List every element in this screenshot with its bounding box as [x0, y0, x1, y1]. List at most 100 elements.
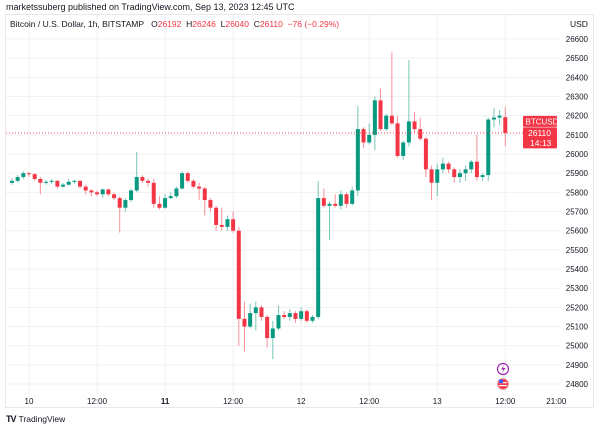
candle-body: [350, 190, 355, 204]
candle-down: [78, 180, 83, 189]
x-tick-label: 21:00: [546, 397, 567, 406]
y-tick-label: 25800: [566, 188, 589, 197]
candle-body: [95, 192, 100, 195]
y-tick-label: 26200: [566, 112, 589, 121]
candle-down: [452, 167, 457, 183]
candle-up: [129, 188, 134, 202]
candle-body: [503, 117, 508, 133]
candle-body: [151, 182, 156, 204]
candle-body: [429, 169, 434, 183]
candle-up: [435, 163, 440, 197]
candle-body: [310, 316, 315, 321]
x-tick-label: 13: [433, 397, 442, 406]
candle-body: [61, 184, 66, 187]
candle-down: [259, 305, 264, 321]
us-flag-event-icon[interactable]: [497, 378, 509, 390]
y-tick-label: 26600: [566, 35, 589, 44]
candle-up: [15, 175, 20, 183]
candle-up: [350, 186, 355, 206]
candle-body: [321, 198, 326, 206]
x-tick-label: 12: [297, 397, 306, 406]
candle-up: [174, 186, 179, 199]
symbol-title: Bitcoin / U.S. Dollar, 1h, BITSTAMP: [10, 19, 144, 29]
price-axis: 24800 24900 25000 25100 25200 25300 25400 25500…: [566, 35, 589, 389]
candle-down: [344, 192, 349, 208]
candle-up: [355, 106, 360, 197]
candle-body: [463, 169, 468, 174]
candle-down: [95, 190, 100, 197]
candle-body: [491, 117, 496, 120]
candle-down: [214, 205, 219, 231]
candle-body: [440, 163, 445, 170]
candle-body: [412, 121, 417, 130]
candle-down: [429, 165, 434, 201]
y-tick-label: 25200: [566, 303, 589, 312]
y-tick-label: 25000: [566, 342, 589, 351]
x-tick-label: 11: [161, 397, 170, 406]
high-label: H: [186, 19, 193, 29]
candle-down: [412, 111, 417, 133]
candle-body: [338, 194, 343, 206]
candle-body: [55, 180, 60, 187]
candle-down: [185, 171, 190, 183]
candle-body: [452, 169, 457, 178]
tradingview-logo[interactable]: TV TradingView: [6, 414, 65, 424]
candle-body: [117, 198, 122, 208]
candle-up: [180, 171, 185, 190]
candle-body: [134, 177, 139, 191]
candle-up: [316, 180, 321, 319]
candle-down: [157, 196, 162, 210]
candle-body: [265, 316, 270, 339]
candle-body: [49, 180, 54, 182]
currency-label: USD: [570, 19, 588, 29]
candle-body: [174, 188, 179, 197]
y-tick-label: 26000: [566, 150, 589, 159]
candle-body: [163, 198, 168, 208]
candle-up: [367, 123, 372, 145]
x-tick-label: 12:00: [359, 397, 380, 406]
candle-body: [225, 219, 230, 227]
open-label: O: [151, 19, 158, 29]
candle-down: [395, 115, 400, 158]
chart-frame: [5, 14, 594, 408]
candle-body: [208, 200, 213, 208]
candle-down: [83, 184, 88, 195]
candle-down: [32, 173, 37, 181]
candle-up: [168, 192, 173, 200]
candle-up: [248, 303, 253, 329]
price-tag: BTCUSD 26110 14:13: [523, 115, 559, 149]
candle-body: [344, 194, 349, 204]
candle-up: [134, 152, 139, 193]
candle-body: [32, 174, 37, 179]
candle-up: [469, 159, 474, 174]
candle-up: [287, 309, 292, 321]
x-tick-label: 12:00: [495, 397, 516, 406]
candle-body: [146, 180, 151, 183]
candle-body: [191, 180, 196, 187]
price-label-box: [523, 127, 557, 149]
candle-body: [395, 123, 400, 156]
open-value: 26192: [157, 19, 182, 29]
candle-up: [9, 177, 14, 185]
candle-down: [242, 301, 247, 352]
ohlc-legend: Bitcoin / U.S. Dollar, 1h, BITSTAMP O261…: [10, 19, 339, 29]
candle-body: [202, 188, 207, 201]
candle-body: [129, 190, 134, 201]
candle-body: [180, 173, 185, 189]
candle-body: [486, 119, 491, 176]
y-tick-label: 26500: [566, 54, 589, 63]
candle-down: [55, 179, 60, 189]
candle-up: [440, 157, 445, 174]
candle-body: [197, 186, 202, 189]
candle-body: [253, 307, 258, 314]
candle-body: [372, 100, 377, 135]
candle-body: [123, 200, 128, 208]
lightning-event-icon[interactable]: [496, 362, 510, 376]
candle-body: [355, 129, 360, 191]
time-axis: 10 12:00 11 12:00 12 12:00 13 12:00 21:00: [25, 397, 567, 406]
candle-body: [361, 129, 366, 143]
candle-down: [361, 127, 366, 149]
candle-body: [457, 173, 462, 178]
candle-down: [27, 172, 31, 178]
